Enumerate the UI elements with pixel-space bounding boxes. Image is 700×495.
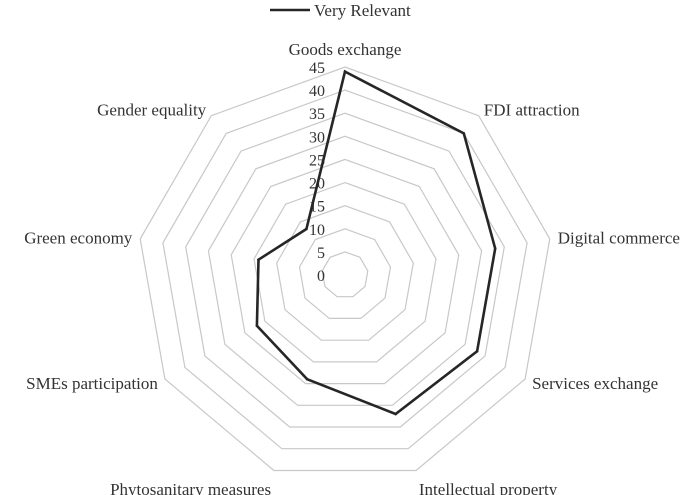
series-layer <box>255 69 497 416</box>
tick-label-10: 10 <box>309 222 325 239</box>
grid-ring-5 <box>321 251 369 298</box>
tick-label-35: 35 <box>309 106 325 123</box>
data-point-gender-equality <box>305 227 308 231</box>
grid-ring-10 <box>298 228 392 319</box>
tick-label-0: 0 <box>317 268 325 285</box>
data-point-services-exchange <box>475 350 479 353</box>
data-point-digital-commerce <box>493 247 497 250</box>
grid-ring-15 <box>276 205 414 341</box>
tick-label-30: 30 <box>309 129 325 146</box>
data-point-green-economy <box>257 258 260 262</box>
category-labels: Goods exchange FDI attraction Digital comm… <box>24 40 680 495</box>
category-label-intellectual-property: Intellectual property <box>419 480 558 495</box>
data-point-smes-participation <box>255 324 259 328</box>
grid-ring-25 <box>230 158 460 385</box>
tick-label-45: 45 <box>309 60 325 77</box>
category-label-phytosanitary-measures: Phytosanitary measures <box>110 480 271 495</box>
data-point-phytosanitary-measures <box>305 377 309 381</box>
legend-label-very-relevant: Very Relevant <box>314 1 411 20</box>
data-point-intellectual-property <box>394 412 397 416</box>
category-label-smes-participation: SMEs participation <box>26 374 158 393</box>
grid-ring-35 <box>185 112 505 428</box>
category-label-gender-equality: Gender equality <box>97 101 207 120</box>
category-label-fdi-attraction: FDI attraction <box>484 101 580 120</box>
tick-label-40: 40 <box>309 83 325 100</box>
legend: Very Relevant <box>270 1 411 20</box>
category-label-services-exchange: Services exchange <box>532 374 658 393</box>
grid-ring-20 <box>253 181 437 363</box>
tick-label-5: 5 <box>317 245 325 262</box>
category-label-goods-exchange: Goods exchange <box>289 40 402 59</box>
radar-grid <box>139 66 551 472</box>
category-label-digital-commerce: Digital commerce <box>558 229 680 248</box>
grid-ring-40 <box>162 89 528 450</box>
grid-ring-45 <box>139 66 551 472</box>
data-point-goods-exchange <box>343 70 347 73</box>
series-line-very-relevant <box>255 69 497 416</box>
data-point-fdi-attraction <box>462 132 466 135</box>
grid-ring-30 <box>207 135 483 406</box>
category-label-green-economy: Green economy <box>24 229 133 248</box>
